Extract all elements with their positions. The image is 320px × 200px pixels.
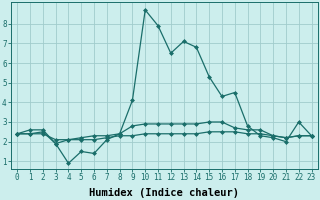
X-axis label: Humidex (Indice chaleur): Humidex (Indice chaleur) bbox=[89, 188, 239, 198]
